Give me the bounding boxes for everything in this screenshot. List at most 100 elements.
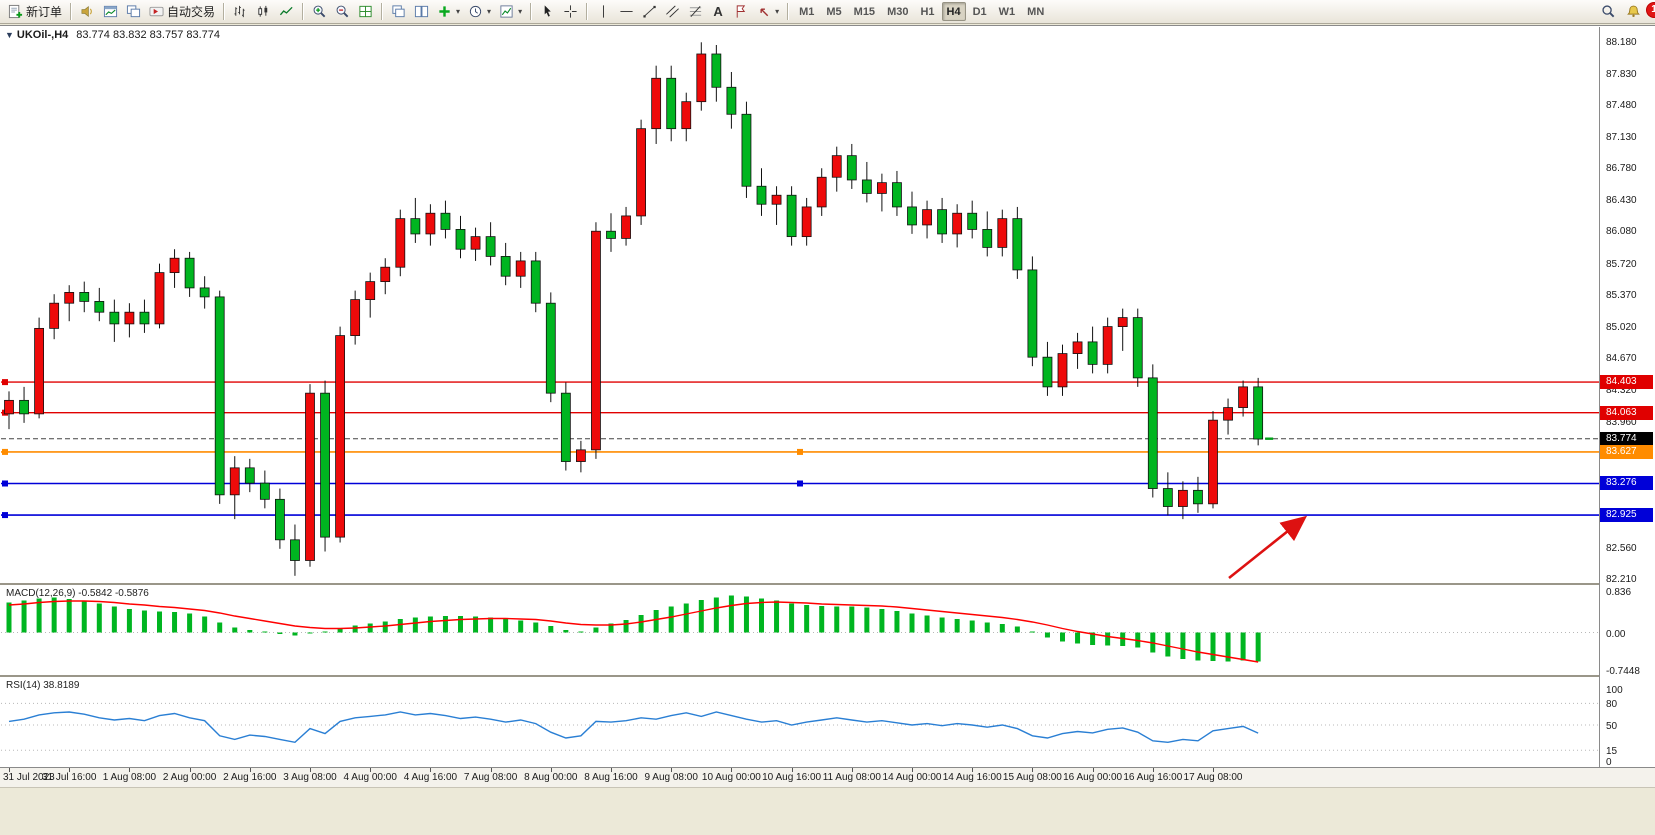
templates-button[interactable]: ▾: [495, 2, 526, 22]
chart-profiles-button[interactable]: [122, 2, 145, 22]
label-flag-icon: [733, 4, 748, 19]
panel-separator[interactable]: [0, 583, 1655, 585]
search-icon: [1601, 4, 1616, 19]
price-chart-canvas[interactable]: [1, 27, 1599, 583]
text-tool-button[interactable]: A: [707, 2, 729, 22]
notifications-button[interactable]: [1622, 2, 1645, 22]
toolbar: 新订单 自动交易 ▾ ▾: [0, 0, 1655, 24]
zoom-out-button[interactable]: [331, 2, 354, 22]
time-tick: [69, 768, 71, 772]
text-tool-icon: A: [713, 4, 723, 19]
time-tick: [310, 768, 311, 772]
time-tick: [731, 768, 733, 772]
time-tick: [972, 768, 974, 772]
timeframe-button-d1[interactable]: D1: [972, 5, 987, 18]
time-axis-label: 7 Aug 08:00: [463, 772, 518, 783]
rsi-canvas[interactable]: [1, 677, 1599, 767]
time-axis-label: 10 Aug 00:00: [701, 772, 761, 783]
time-axis-label: 31 Jul 2023: [3, 772, 55, 783]
indicators-button[interactable]: ▾: [433, 2, 464, 22]
line-chart-button[interactable]: [275, 2, 298, 22]
dropdown-caret-icon: ▾: [456, 6, 461, 16]
candlestick-chart-button[interactable]: [252, 2, 275, 22]
chart-window: ▼ UKOil-,H4 83.774 83.832 83.757 83.774 MA…: [0, 25, 1655, 835]
price-axis-label: 85.720: [1606, 258, 1637, 270]
price-axis-label: 85.020: [1606, 321, 1637, 333]
timeframe-button-m15[interactable]: M15: [853, 5, 876, 18]
new-chart-button[interactable]: [99, 2, 122, 22]
template-icon: [499, 4, 514, 19]
auto-trading-label: 自动交易: [167, 5, 216, 19]
timeframe-button-w1[interactable]: W1: [998, 5, 1016, 18]
sound-button[interactable]: [76, 2, 99, 22]
ohlc-values: 83.774 83.832 83.757 83.774: [76, 29, 221, 41]
speaker-icon: [80, 4, 95, 19]
fibonacci-tool-button[interactable]: [684, 2, 707, 22]
time-axis-label: 15 Aug 08:00: [1002, 772, 1062, 783]
arrows-tool-button[interactable]: ▾: [752, 2, 783, 22]
timeframe-button-h4[interactable]: H4: [941, 2, 966, 21]
time-tick: [1152, 768, 1154, 772]
timeframe-button-m1[interactable]: M1: [799, 5, 815, 18]
crosshair-button[interactable]: [559, 2, 582, 22]
price-axis-label: 86.080: [1606, 226, 1637, 238]
macd-label: MACD(12,26,9) -0.5842 -0.5876: [6, 588, 149, 599]
time-axis-label: 11 Aug 08:00: [822, 772, 881, 783]
timeframe-button-m30[interactable]: M30: [887, 5, 909, 18]
profiles-icon: [126, 4, 141, 19]
timeframe-button-m5[interactable]: M5: [826, 5, 842, 18]
ohlc-bars-icon: [233, 4, 248, 19]
rsi-axis-label: 50: [1606, 721, 1618, 732]
auto-trading-button[interactable]: 自动交易: [145, 2, 219, 22]
time-axis[interactable]: 31 Jul 2023 31 Jul 16:00 1 Aug 08:00 2 Aug …: [0, 767, 1655, 787]
time-axis-label: 14 Aug 16:00: [942, 772, 1002, 783]
cascade-icon: [391, 4, 406, 19]
price-axis-label: 87.130: [1606, 131, 1637, 143]
tile-windows-button[interactable]: [354, 2, 377, 22]
search-button[interactable]: [1597, 2, 1620, 22]
channel-tool-button[interactable]: [661, 2, 684, 22]
macd-axis-label: 0.836: [1606, 586, 1632, 598]
price-marker-82.925: 82.925: [1600, 508, 1653, 523]
macd-canvas[interactable]: [1, 585, 1599, 675]
price-axis-label: 84.320: [1606, 384, 1637, 396]
toolbar-divider: [381, 3, 384, 20]
time-tick: [671, 768, 673, 772]
price-axis-label: 86.430: [1606, 194, 1637, 206]
panel-separator[interactable]: [0, 675, 1655, 677]
periods-button[interactable]: ▾: [464, 2, 495, 22]
time-axis-label: 16 Aug 00:00: [1063, 772, 1123, 783]
rsi-axis-label: 80: [1606, 699, 1618, 711]
vertical-line-tool-button[interactable]: [592, 2, 615, 22]
time-tick: [1092, 768, 1094, 772]
toolbar-divider: [530, 3, 533, 20]
timeframe-button-h1[interactable]: H1: [920, 5, 935, 18]
time-axis-label: 8 Aug 16:00: [584, 772, 638, 783]
channel-icon: [665, 4, 680, 19]
time-tick: [370, 768, 372, 772]
line-chart-icon: [279, 4, 294, 19]
price-axis-label: 88.180: [1606, 37, 1637, 49]
tile-horizontal-button[interactable]: [410, 2, 433, 22]
time-tick: [189, 768, 191, 772]
timeframe-button-mn[interactable]: MN: [1027, 5, 1045, 18]
time-tick: [249, 768, 251, 772]
cursor-button[interactable]: [536, 2, 559, 22]
symbol-period-label: UKOil-,H4: [16, 29, 69, 41]
cascade-windows-button[interactable]: [387, 2, 410, 22]
label-tool-button[interactable]: [729, 2, 752, 22]
notification-badge[interactable]: 1: [1647, 2, 1655, 17]
new-order-button[interactable]: 新订单: [4, 2, 66, 22]
macd-signal-value: -0.5876: [114, 588, 149, 599]
rsi-axis-label: 15: [1606, 746, 1618, 758]
candlestick-icon: [256, 4, 271, 19]
trendline-tool-button[interactable]: [638, 2, 661, 22]
horizontal-line-tool-button[interactable]: [615, 2, 638, 22]
toolbar-divider: [70, 3, 73, 20]
bar-chart-button[interactable]: [229, 2, 252, 22]
time-tick: [129, 768, 131, 772]
price-axis-label: 85.370: [1606, 290, 1637, 302]
zoom-in-button[interactable]: [308, 2, 331, 22]
window-marker-icon[interactable]: ▼: [5, 30, 14, 40]
toolbar-divider: [787, 3, 790, 20]
